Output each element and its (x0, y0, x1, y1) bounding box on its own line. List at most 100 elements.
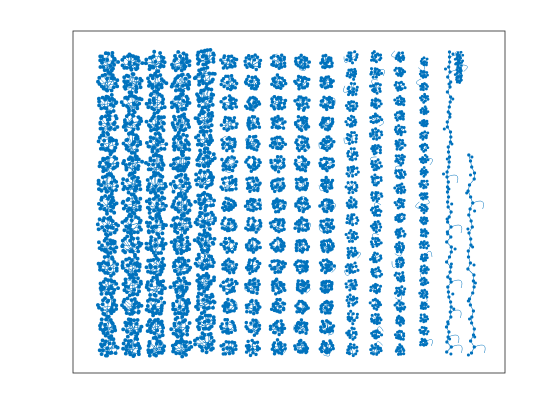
node (151, 275, 156, 280)
node (179, 251, 184, 256)
node (420, 282, 424, 285)
node (151, 145, 156, 150)
node (425, 179, 429, 183)
node (109, 68, 114, 73)
node (174, 328, 179, 333)
node (456, 62, 459, 65)
node (303, 169, 308, 173)
node (150, 83, 155, 88)
node (274, 277, 279, 281)
node (281, 140, 285, 145)
node (207, 71, 212, 76)
node (160, 231, 165, 236)
node (96, 181, 101, 186)
node (97, 164, 102, 169)
node-cluster (96, 70, 120, 93)
node (149, 330, 153, 335)
node (268, 327, 273, 331)
node (160, 190, 164, 195)
node (470, 155, 474, 159)
node (109, 208, 113, 213)
node (301, 102, 305, 106)
node (452, 307, 456, 311)
node (173, 311, 178, 316)
node (198, 71, 203, 76)
node (98, 327, 103, 331)
node (276, 125, 280, 129)
node (201, 132, 206, 137)
node (204, 82, 209, 87)
node (445, 350, 449, 354)
node (254, 84, 259, 88)
node (176, 272, 180, 277)
node (106, 254, 110, 259)
node (149, 175, 154, 180)
node (352, 119, 356, 123)
node (398, 57, 402, 61)
node (280, 228, 284, 232)
node (393, 98, 397, 102)
node (374, 53, 377, 57)
node (194, 75, 198, 80)
node (147, 67, 152, 71)
node (174, 280, 179, 284)
node (470, 165, 474, 169)
node (198, 344, 202, 348)
node (148, 135, 153, 140)
node (134, 208, 139, 212)
node (202, 66, 207, 71)
node (326, 57, 330, 61)
node (396, 141, 400, 145)
node (193, 116, 198, 120)
node (112, 324, 117, 329)
node (123, 203, 128, 208)
node (421, 171, 425, 175)
node (221, 286, 226, 290)
node (196, 302, 201, 306)
node (223, 227, 227, 231)
node (213, 216, 217, 221)
node (199, 265, 204, 270)
node (149, 128, 153, 133)
node (345, 123, 349, 127)
node (294, 246, 298, 250)
node (221, 352, 225, 356)
node (451, 97, 455, 101)
node (133, 254, 137, 259)
node (225, 321, 229, 326)
node (372, 137, 375, 141)
node (375, 176, 379, 180)
node (225, 318, 229, 322)
node (297, 165, 301, 169)
node (202, 170, 207, 175)
node (351, 239, 354, 243)
node (297, 227, 302, 231)
node (472, 177, 476, 181)
node (273, 140, 277, 144)
node (253, 257, 257, 261)
node (376, 181, 380, 185)
node (227, 265, 231, 269)
node (320, 319, 325, 324)
node (448, 270, 452, 274)
node (400, 262, 404, 266)
node (109, 306, 114, 311)
node (99, 292, 104, 296)
node (421, 192, 425, 196)
node (394, 66, 398, 70)
node (183, 218, 188, 222)
node (273, 238, 277, 243)
node (247, 282, 251, 286)
node (468, 303, 472, 307)
node (298, 270, 302, 275)
node (324, 266, 329, 270)
node (225, 66, 229, 70)
node (351, 93, 355, 97)
node (104, 339, 108, 344)
node (199, 292, 204, 297)
node (378, 151, 382, 155)
node (397, 352, 400, 356)
node (104, 224, 109, 229)
node (293, 226, 297, 230)
node (196, 50, 201, 55)
